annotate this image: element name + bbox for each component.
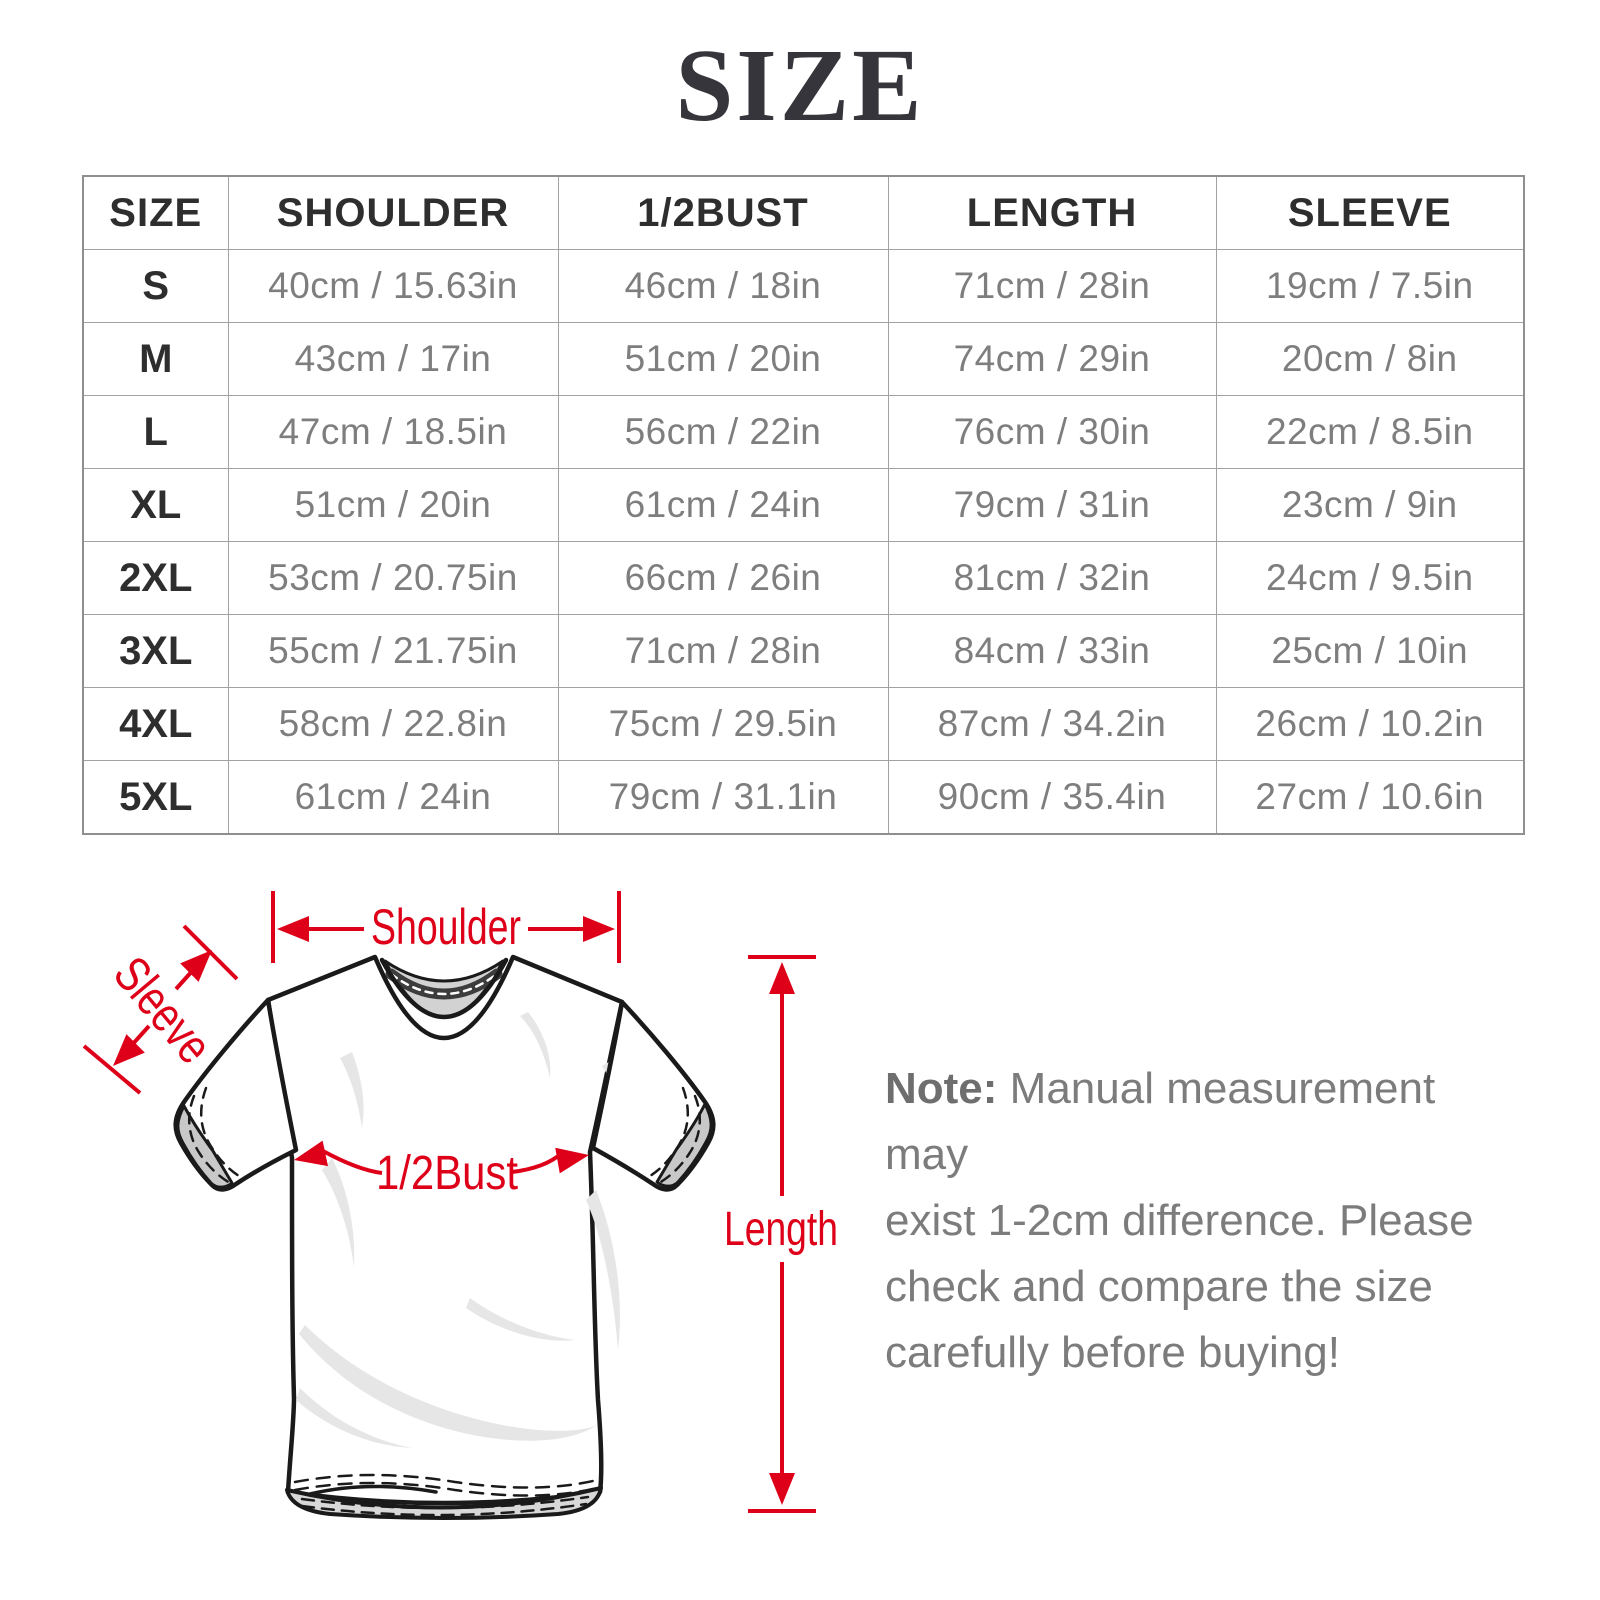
table-row: 5XL 61cm / 24in 79cm / 31.1in 90cm / 35.…	[82, 760, 1525, 835]
table-row: S 40cm / 15.63in 46cm / 18in 71cm / 28in…	[82, 249, 1525, 323]
sleeve-lower-tick	[82, 1044, 142, 1095]
hem-fold-line	[308, 1484, 438, 1496]
length-value: 84cm / 33in	[887, 614, 1217, 688]
shoulder-value: 43cm / 17in	[227, 322, 559, 396]
collar-seam	[379, 957, 509, 1019]
header-sleeve: SLEEVE	[1215, 175, 1525, 250]
note-line: carefully before buying!	[885, 1328, 1340, 1377]
shoulder-value: 51cm / 20in	[227, 468, 559, 542]
sleeve-value: 26cm / 10.2in	[1215, 687, 1525, 761]
length-value: 81cm / 32in	[887, 541, 1217, 615]
size-label: 4XL	[82, 687, 229, 761]
sleeve-value: 24cm / 9.5in	[1215, 541, 1525, 615]
shoulder-value: 55cm / 21.75in	[227, 614, 559, 688]
sleeve-value: 27cm / 10.6in	[1215, 760, 1525, 835]
length-label: Length	[724, 1203, 838, 1256]
bust-value: 79cm / 31.1in	[557, 760, 889, 835]
length-value: 71cm / 28in	[887, 249, 1217, 323]
table-row: 2XL 53cm / 20.75in 66cm / 26in 81cm / 32…	[82, 541, 1525, 615]
length-value: 79cm / 31in	[887, 468, 1217, 542]
bust-value: 75cm / 29.5in	[557, 687, 889, 761]
shoulder-right-arrowhead	[583, 916, 615, 942]
left-cuff-underside	[176, 1104, 234, 1189]
table-row: M 43cm / 17in 51cm / 20in 74cm / 29in 20…	[82, 322, 1525, 396]
bust-annotation: 1/2Bust	[291, 1140, 592, 1200]
shoulder-annotation: Shoulder	[271, 891, 621, 963]
length-top-arrowhead	[769, 962, 795, 994]
shoulder-left-arrowhead	[277, 916, 309, 942]
shoulder-value: 47cm / 18.5in	[227, 395, 559, 469]
table-row: 3XL 55cm / 21.75in 71cm / 28in 84cm / 33…	[82, 614, 1525, 688]
hem-stitches-upper	[293, 1473, 599, 1497]
length-value: 87cm / 34.2in	[887, 687, 1217, 761]
bust-value: 66cm / 26in	[557, 541, 889, 615]
measurement-annotations: Shoulder Sleeve 1/2Bust	[82, 891, 838, 1513]
sleeve-value: 22cm / 8.5in	[1215, 395, 1525, 469]
bust-value: 71cm / 28in	[557, 614, 889, 688]
shoulder-value: 61cm / 24in	[227, 760, 559, 835]
tshirt-drawing	[173, 954, 716, 1520]
length-annotation: Length	[724, 955, 838, 1513]
note-text: Note: Manual measurement may exist 1-2cm…	[885, 1056, 1505, 1386]
size-table: SIZE SHOULDER 1/2BUST LENGTH SLEEVE S 40…	[82, 175, 1525, 835]
shoulder-value: 53cm / 20.75in	[227, 541, 559, 615]
note-label: Note:	[885, 1064, 998, 1113]
left-cuff-stitches	[187, 1086, 241, 1185]
bust-label: 1/2Bust	[376, 1147, 518, 1200]
size-label: S	[82, 249, 229, 323]
sleeve-value: 19cm / 7.5in	[1215, 249, 1525, 323]
note-line: exist 1-2cm difference. Please	[885, 1196, 1474, 1245]
shoulder-value: 40cm / 15.63in	[227, 249, 559, 323]
wrinkle-shading	[230, 1012, 639, 1448]
note-line: Note: Manual measurement may	[885, 1064, 1436, 1179]
length-value: 76cm / 30in	[887, 395, 1217, 469]
table-header-row: SIZE SHOULDER 1/2BUST LENGTH SLEEVE	[82, 175, 1525, 250]
table-row: L 47cm / 18.5in 56cm / 22in 76cm / 30in …	[82, 395, 1525, 469]
size-label: XL	[82, 468, 229, 542]
header-size: SIZE	[82, 175, 229, 250]
length-value: 74cm / 29in	[887, 322, 1217, 396]
size-label: 3XL	[82, 614, 229, 688]
right-cuff-underside	[655, 1102, 713, 1188]
length-bottom-arrowhead	[769, 1473, 795, 1505]
length-value: 90cm / 35.4in	[887, 760, 1217, 835]
note-line: check and compare the size	[885, 1262, 1433, 1311]
size-label: L	[82, 395, 229, 469]
shoulder-value: 58cm / 22.8in	[227, 687, 559, 761]
size-label: 2XL	[82, 541, 229, 615]
collar-band-stitch	[389, 972, 499, 996]
sleeve-value: 23cm / 9in	[1215, 468, 1525, 542]
table-row: XL 51cm / 20in 61cm / 24in 79cm / 31in 2…	[82, 468, 1525, 542]
sleeve-value: 20cm / 8in	[1215, 322, 1525, 396]
bust-value: 61cm / 24in	[557, 468, 889, 542]
size-label: M	[82, 322, 229, 396]
bust-value: 51cm / 20in	[557, 322, 889, 396]
header-bust: 1/2BUST	[557, 175, 889, 250]
table-row: 4XL 58cm / 22.8in 75cm / 29.5in 87cm / 3…	[82, 687, 1525, 761]
header-shoulder: SHOULDER	[227, 175, 559, 250]
hem-stitches-lower	[300, 1495, 590, 1517]
bust-value: 46cm / 18in	[557, 249, 889, 323]
bust-value: 56cm / 22in	[557, 395, 889, 469]
tshirt-measurement-diagram: Shoulder Sleeve 1/2Bust	[82, 891, 838, 1520]
page-title: SIZE	[675, 28, 925, 143]
header-length: LENGTH	[887, 175, 1217, 250]
size-label: 5XL	[82, 760, 229, 835]
sleeve-value: 25cm / 10in	[1215, 614, 1525, 688]
shoulder-label: Shoulder	[371, 899, 521, 955]
right-cuff-stitches	[648, 1086, 702, 1185]
